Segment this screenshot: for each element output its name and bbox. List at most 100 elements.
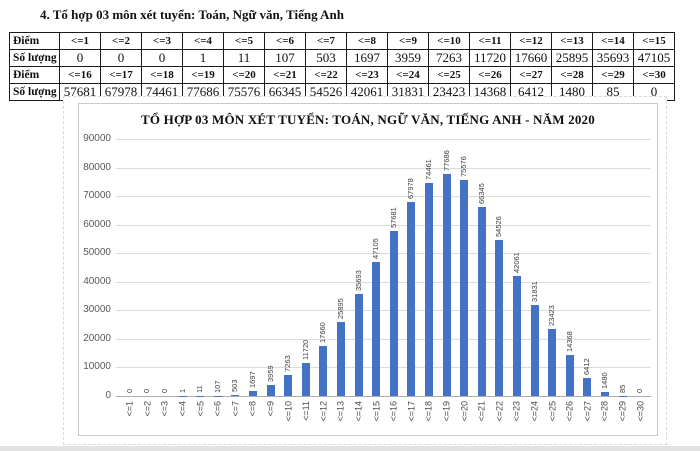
score-threshold-cell: <=20 bbox=[223, 66, 265, 84]
bar-value-label: 3959 bbox=[265, 365, 275, 382]
score-threshold-cell: <=6 bbox=[264, 32, 306, 50]
bar bbox=[354, 294, 363, 396]
bar-value-label: 1 bbox=[177, 388, 187, 393]
score-count-cell: 1697 bbox=[346, 49, 388, 67]
score-threshold-cell: <=23 bbox=[346, 66, 388, 84]
score-threshold-cell: <=18 bbox=[141, 66, 183, 84]
bar bbox=[372, 261, 381, 396]
score-threshold-cell: <=5 bbox=[223, 32, 265, 50]
chart: TỔ HỢP 03 MÔN XÉT TUYỂN: TOÁN, NGỮ VĂN, … bbox=[78, 103, 658, 436]
x-axis-tick-label: <=2 bbox=[142, 401, 153, 417]
bar bbox=[196, 395, 205, 396]
bar bbox=[548, 329, 557, 396]
x-axis-tick-label: <=8 bbox=[248, 401, 258, 417]
x-axis-tick-label: <=25 bbox=[547, 401, 558, 422]
x-axis-tick-label: <=18 bbox=[424, 401, 434, 422]
y-axis-tick-label: 10000 bbox=[83, 361, 111, 373]
x-axis-tick-label: <=17 bbox=[406, 401, 417, 422]
gridline bbox=[116, 338, 651, 340]
row-header-cell: Điểm bbox=[9, 32, 60, 50]
score-count-cell: 17660 bbox=[510, 49, 552, 67]
score-table-body: Điểm <=1 <=2 <=3 <=4 <=5 <=6 <=7 <=8 <=9 <=10 <=11 <… bbox=[9, 32, 675, 101]
x-axis-tick-label: <=21 bbox=[476, 401, 487, 422]
x-axis-tick-label: <=24 bbox=[529, 401, 540, 422]
score-threshold-cell: <=11 bbox=[469, 32, 511, 50]
gridline bbox=[116, 224, 651, 226]
bar-value-label: 11 bbox=[195, 384, 205, 393]
score-count-cell: 11 bbox=[223, 49, 265, 67]
bar-value-label: 107 bbox=[212, 379, 222, 393]
x-axis-tick-label: <=19 bbox=[441, 401, 452, 422]
score-threshold-cell: <=27 bbox=[510, 66, 552, 84]
bar bbox=[425, 183, 433, 396]
score-threshold-cell: <=9 bbox=[387, 32, 429, 50]
x-axis-tick-label: <=29 bbox=[617, 401, 628, 422]
gridline bbox=[116, 253, 651, 255]
bar-value-label: 6412 bbox=[582, 358, 592, 375]
bar bbox=[249, 391, 257, 396]
bar bbox=[284, 375, 293, 396]
y-axis-tick-label: 40000 bbox=[83, 275, 111, 287]
score-count-cell: 35693 bbox=[592, 49, 634, 67]
bar bbox=[389, 231, 398, 396]
bar bbox=[213, 395, 222, 396]
gridline bbox=[116, 167, 651, 169]
x-axis-tick-label: <=1 bbox=[124, 401, 135, 417]
score-threshold-cell: <=8 bbox=[346, 32, 388, 50]
bar-value-label: 77686 bbox=[441, 150, 451, 172]
y-axis-tick-label: 0 bbox=[105, 390, 111, 401]
x-axis-tick-label: <=6 bbox=[212, 401, 223, 417]
bar-value-label: 503 bbox=[230, 379, 240, 392]
score-threshold-cell: <=4 bbox=[182, 32, 224, 50]
y-axis-tick-label: 70000 bbox=[83, 190, 111, 202]
gridline bbox=[116, 281, 651, 283]
x-axis-tick-label: <=30 bbox=[635, 401, 646, 422]
score-threshold-cell: <=10 bbox=[428, 32, 470, 50]
x-axis-tick-label: <=23 bbox=[512, 401, 522, 422]
chart-outer-frame: TỔ HỢP 03 MÔN XÉT TUYỂN: TOÁN, NGỮ VĂN, … bbox=[63, 96, 667, 445]
bar bbox=[337, 322, 345, 396]
score-count-cell: 0 bbox=[100, 49, 142, 67]
y-axis-tick-label: 60000 bbox=[83, 218, 111, 230]
bar-value-label: 47105 bbox=[371, 237, 381, 259]
bar bbox=[407, 201, 416, 396]
row-header-cell: Số lượng bbox=[9, 83, 60, 101]
score-count-cell: 11720 bbox=[469, 49, 511, 67]
score-threshold-cell: <=22 bbox=[305, 66, 347, 84]
gridline bbox=[116, 196, 651, 198]
bar bbox=[565, 355, 574, 396]
bar-value-label: 17660 bbox=[318, 321, 328, 343]
score-threshold-cell: <=15 bbox=[633, 32, 675, 50]
score-threshold-cell: <=2 bbox=[100, 32, 142, 50]
x-axis-tick-label: <=27 bbox=[582, 401, 593, 422]
table-row: Số lượng 0 0 0 1 11 107 503 1697 3959 7263 11720 176… bbox=[9, 49, 675, 67]
score-threshold-cell: <=17 bbox=[100, 66, 142, 84]
y-axis-tick-label: 20000 bbox=[83, 332, 111, 344]
bar-value-label: 85 bbox=[617, 384, 627, 393]
bar-value-label: 1697 bbox=[248, 371, 257, 389]
bar-value-label: 75576 bbox=[459, 156, 469, 178]
x-axis-tick-label: <=14 bbox=[353, 401, 364, 422]
x-axis-tick-label: <=22 bbox=[494, 401, 505, 422]
x-axis-tick-label: <=26 bbox=[564, 401, 575, 422]
bar bbox=[319, 345, 328, 396]
bar-value-label: 1480 bbox=[600, 372, 609, 389]
bar-value-label: 0 bbox=[160, 388, 169, 393]
bar bbox=[530, 305, 539, 396]
x-axis-tick-label: <=4 bbox=[177, 401, 188, 417]
bar bbox=[618, 395, 627, 396]
bar-value-label: 67978 bbox=[406, 178, 416, 199]
score-count-cell: 1 bbox=[182, 49, 224, 67]
x-axis-tick-label: <=11 bbox=[300, 401, 311, 421]
score-count-cell: 0 bbox=[141, 49, 183, 67]
score-threshold-cell: <=24 bbox=[387, 66, 429, 84]
x-axis-line bbox=[116, 396, 651, 397]
bar bbox=[601, 391, 609, 396]
bar-value-label: 0 bbox=[124, 388, 134, 393]
bar bbox=[477, 206, 486, 396]
y-axis-tick-label: 50000 bbox=[83, 247, 111, 259]
bar-value-label: 31831 bbox=[529, 281, 539, 303]
y-axis-tick-label: 30000 bbox=[83, 304, 111, 316]
row-header-cell: Điểm bbox=[9, 66, 60, 84]
bar bbox=[231, 394, 240, 396]
